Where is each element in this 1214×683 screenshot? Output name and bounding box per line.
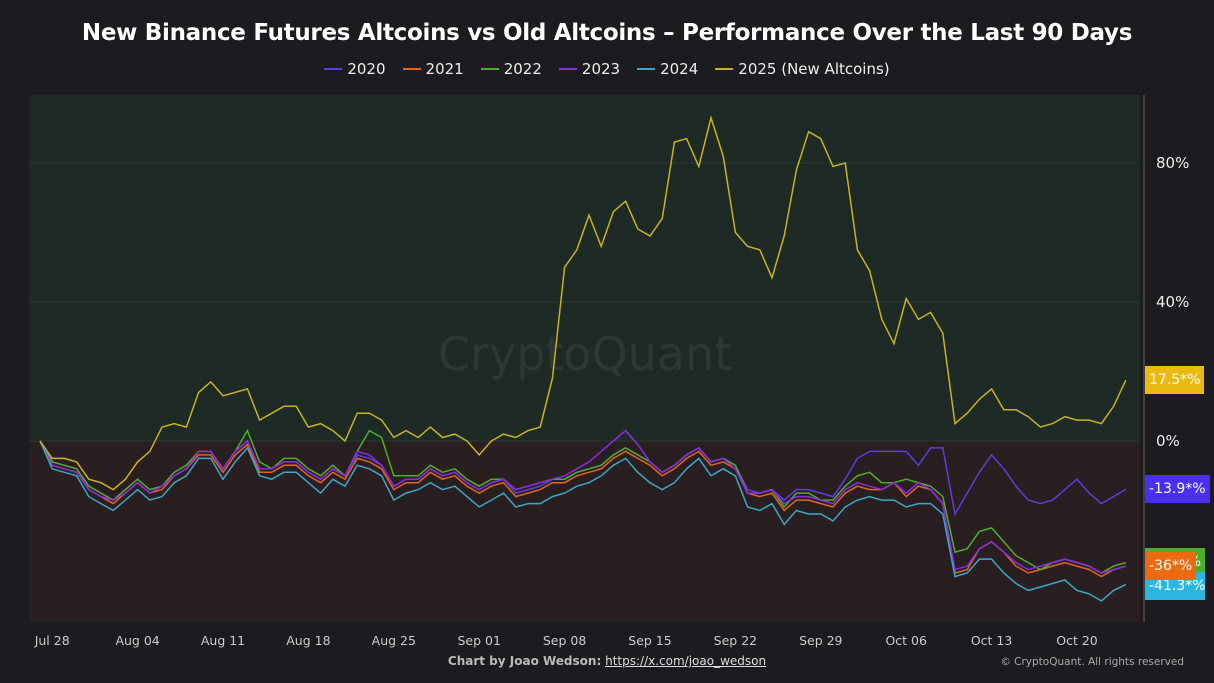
legend-label: 2022 [503,60,542,78]
x-tick-label: Sep 15 [628,633,671,648]
legend-item-2023[interactable]: 2023 [558,60,621,78]
legend-label: 2020 [347,60,386,78]
last-value-label-2021: -36*% [1145,552,1197,580]
footer-link[interactable]: https://x.com/joao_wedson [605,654,767,668]
chart-title: New Binance Futures Altcoins vs Old Altc… [81,20,1133,46]
legend-label: 2024 [660,60,699,78]
x-tick-label: Sep 08 [543,633,586,648]
legend-item-2024[interactable]: 2024 [637,60,698,78]
x-tick-label: Aug 18 [286,633,330,648]
series-line-2025 [39,115,1127,491]
x-tick-label: Jul 28 [34,633,70,648]
watermark: CryptoQuant [438,327,732,381]
series-line-2023 [39,429,1127,574]
footer: Chart by Joao Wedson: https://x.com/joao… [0,654,1214,668]
x-tick-label: Sep 01 [457,633,500,648]
series-line-2024 [39,440,1127,602]
y-tick-label: 0% [1156,432,1180,450]
x-tick-label: Sep 22 [714,633,757,648]
legend-label: 2021 [425,60,464,78]
x-tick-label: Oct 06 [885,633,927,648]
positive-zone [29,95,1140,441]
last-value-label-2020: -13.9*% [1145,475,1210,504]
legend-item-2020[interactable]: 2020 [324,60,386,78]
legend-item-2025[interactable]: 2025 (New Altcoins) [715,60,890,78]
legend-item-2021[interactable]: 2021 [402,60,464,78]
footer-credit: Chart by Joao Wedson: [447,654,602,668]
legend-item-2022[interactable]: 2022 [480,60,542,78]
x-tick-label: Oct 13 [971,633,1013,648]
x-tick-label: Sep 29 [799,633,842,648]
x-tick-label: Aug 25 [372,633,416,648]
x-tick-label: Aug 04 [115,633,159,648]
legend-label: 2025 (New Altcoins) [738,60,890,78]
legend: 2020 2021 2022 2023 2024 2025 (New Altco… [0,60,1214,78]
y-tick-label: 80% [1156,154,1189,172]
x-tick-label: Aug 11 [201,633,245,648]
copyright: © CryptoQuant. All rights reserved [1000,656,1184,668]
negative-zone [29,441,1140,622]
x-tick-label: Oct 20 [1056,633,1098,648]
y-tick-label: 40% [1156,293,1189,311]
legend-label: 2023 [581,60,621,78]
last-value-label-2025: 17.5*% [1145,366,1205,395]
